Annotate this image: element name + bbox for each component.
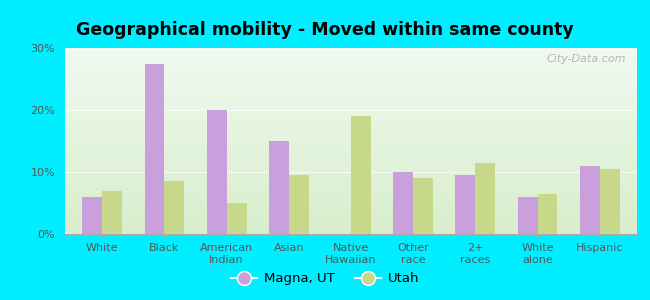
Bar (538, 194, 558, 234)
Bar (475, 163, 495, 234)
Bar (413, 178, 433, 234)
Legend: Magna, UT, Utah: Magna, UT, Utah (226, 267, 424, 290)
Bar (102, 190, 122, 234)
Bar (393, 172, 413, 234)
Bar (227, 203, 246, 234)
Bar (600, 169, 619, 234)
Bar (83, 197, 102, 234)
Text: Geographical mobility - Moved within same county: Geographical mobility - Moved within sam… (76, 21, 574, 39)
Bar (351, 116, 371, 234)
Bar (580, 166, 600, 234)
Bar (456, 175, 475, 234)
Bar (517, 197, 538, 234)
Bar (269, 141, 289, 234)
Bar (164, 181, 185, 234)
Bar (144, 64, 164, 234)
Bar (207, 110, 227, 234)
Bar (289, 175, 309, 234)
Text: City-Data.com: City-Data.com (546, 54, 625, 64)
